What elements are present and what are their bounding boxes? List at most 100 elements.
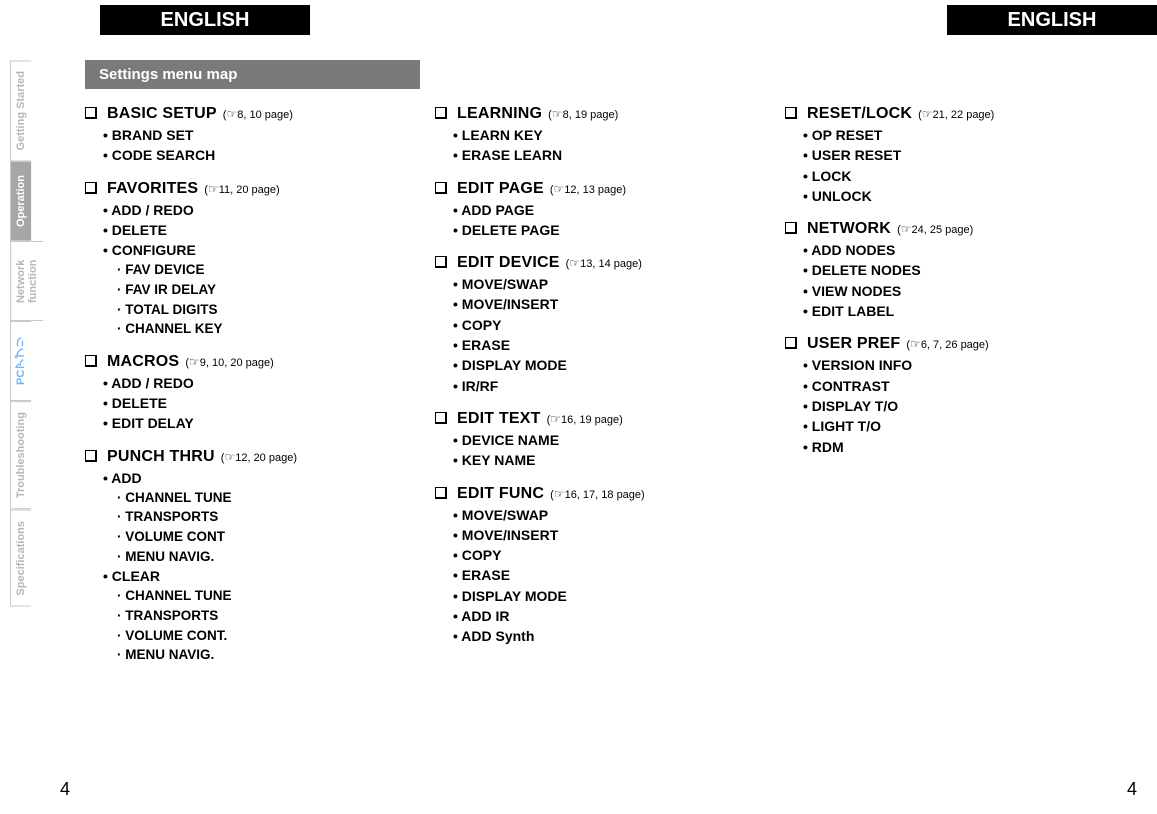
section-bullet-icon — [785, 222, 797, 234]
pointer-icon: ☞ — [569, 256, 580, 270]
section-heading: PUNCH THRU(☞12, 20 page) — [85, 448, 395, 466]
section-favorites: FAVORITES(☞11, 20 page)ADD / REDODELETEC… — [85, 180, 395, 339]
page-reference: (☞21, 22 page) — [918, 107, 994, 121]
header-language-right: ENGLISH — [947, 5, 1157, 35]
page-number-right: 4 — [1127, 779, 1137, 800]
page-reference: (☞24, 25 page) — [897, 222, 973, 236]
menu-item: USER RESET — [803, 145, 1095, 165]
section-heading: LEARNING(☞8, 19 page) — [435, 105, 745, 123]
section-title: FAVORITES — [107, 180, 198, 198]
section-edit-page: EDIT PAGE(☞12, 13 page) ADD PAGEDELETE PA… — [435, 180, 745, 241]
menu-item: ADD PAGE — [453, 200, 745, 220]
submenu-item: VOLUME CONT. — [117, 626, 395, 646]
menu-item: DELETE PAGE — [453, 220, 745, 240]
submenu-item: TRANSPORTS — [117, 507, 395, 527]
column-0: BASIC SETUP(☞8, 10 page)BRAND SETCODE SE… — [85, 105, 395, 679]
column-2: RESET/LOCK (☞21, 22 page) OP RESETUSER RES… — [785, 105, 1095, 679]
menu-item: ERASE — [453, 335, 745, 355]
item-list: MOVE/SWAPMOVE/INSERTCOPYERASEDISPLAY MOD… — [435, 274, 745, 396]
side-tab-0[interactable]: Getting Started — [10, 60, 31, 161]
pointer-icon: ☞ — [550, 412, 561, 426]
side-tab-2[interactable]: Network function — [10, 241, 43, 321]
section-title: LEARNING — [457, 105, 542, 123]
menu-item: COPY — [453, 545, 745, 565]
section-bullet-icon — [785, 337, 797, 349]
submenu-item: MENU NAVIG. — [117, 547, 395, 567]
page-title-bar: Settings menu map — [85, 60, 420, 89]
section-title: EDIT DEVICE — [457, 254, 560, 272]
section-bullet-icon — [435, 487, 447, 499]
pointer-icon: ☞ — [910, 337, 921, 351]
section-heading: EDIT PAGE(☞12, 13 page) — [435, 180, 745, 198]
section-title: RESET/LOCK — [807, 105, 912, 123]
section-basic-setup: BASIC SETUP(☞8, 10 page)BRAND SETCODE SE… — [85, 105, 395, 166]
menu-item: LOCK — [803, 166, 1095, 186]
pointer-icon: ☞ — [554, 182, 565, 196]
side-tab-5[interactable]: Specifications — [10, 510, 31, 607]
subitem-list: FAV DEVICEFAV IR DELAYTOTAL DIGITSCHANNE… — [103, 260, 395, 338]
menu-item: CONTRAST — [803, 376, 1095, 396]
item-list: VERSION INFOCONTRASTDISPLAY T/OLIGHT T/O… — [785, 355, 1095, 456]
section-heading: RESET/LOCK (☞21, 22 page) — [785, 105, 1095, 123]
pointer-icon: ☞ — [552, 107, 563, 121]
menu-item: IR/RF — [453, 376, 745, 396]
menu-item: OP RESET — [803, 125, 1095, 145]
section-bullet-icon — [435, 256, 447, 268]
menu-item: ADD NODES — [803, 240, 1095, 260]
item-list: OP RESETUSER RESETLOCKUNLOCK — [785, 125, 1095, 206]
section-user-pref: USER PREF(☞6, 7, 26 page) VERSION INFOCON… — [785, 335, 1095, 456]
side-tab-strip: Getting StartedOperationNetwork function… — [10, 60, 50, 606]
page-number-left: 4 — [60, 779, 70, 800]
menu-item: BRAND SET — [103, 125, 395, 145]
menu-item: ADD IR — [453, 606, 745, 626]
menu-item: DEVICE NAME — [453, 430, 745, 450]
menu-item: RDM — [803, 437, 1095, 457]
submenu-item: CHANNEL TUNE — [117, 586, 395, 606]
page-reference: (☞8, 10 page) — [223, 107, 293, 121]
section-bullet-icon — [85, 182, 97, 194]
section-title: NETWORK — [807, 220, 891, 238]
section-punch-thru: PUNCH THRU(☞12, 20 page) ADDCHANNEL TUNET… — [85, 448, 395, 665]
submenu-item: MENU NAVIG. — [117, 645, 395, 665]
menu-item: ADDCHANNEL TUNETRANSPORTSVOLUME CONTMENU… — [103, 468, 395, 567]
subitem-list: CHANNEL TUNETRANSPORTSVOLUME CONTMENU NA… — [103, 488, 395, 566]
menu-item: DELETE — [103, 393, 395, 413]
page-reference: (☞13, 14 page) — [566, 256, 642, 270]
header-language-left: ENGLISH — [100, 5, 310, 35]
item-list: ADD PAGEDELETE PAGE — [435, 200, 745, 241]
section-title: EDIT PAGE — [457, 180, 544, 198]
menu-item: ADD Synth — [453, 626, 745, 646]
section-heading: USER PREF(☞6, 7, 26 page) — [785, 335, 1095, 353]
section-bullet-icon — [435, 107, 447, 119]
menu-item: KEY NAME — [453, 450, 745, 470]
menu-item: MOVE/SWAP — [453, 505, 745, 525]
item-list: ADD NODESDELETE NODESVIEW NODESEDIT LABE… — [785, 240, 1095, 321]
menu-item: VIEW NODES — [803, 281, 1095, 301]
menu-item: DISPLAY T/O — [803, 396, 1095, 416]
pointer-icon: ☞ — [226, 107, 237, 121]
item-list: ADDCHANNEL TUNETRANSPORTSVOLUME CONTMENU… — [85, 468, 395, 665]
section-title: BASIC SETUP — [107, 105, 217, 123]
section-learning: LEARNING(☞8, 19 page)LEARN KEYERASE LEAR… — [435, 105, 745, 166]
section-bullet-icon — [85, 355, 97, 367]
menu-item: DELETE NODES — [803, 260, 1095, 280]
side-tab-4[interactable]: Troubleshooting — [10, 401, 31, 509]
section-heading: FAVORITES(☞11, 20 page) — [85, 180, 395, 198]
side-tab-1[interactable]: Operation — [10, 161, 31, 241]
item-list: MOVE/SWAPMOVE/INSERTCOPYERASEDISPLAY MOD… — [435, 505, 745, 647]
side-tab-3[interactable]: PCアプリ — [10, 321, 31, 401]
menu-item: ADD / REDO — [103, 373, 395, 393]
section-bullet-icon — [85, 450, 97, 462]
pointer-icon: ☞ — [922, 107, 933, 121]
submenu-item: TOTAL DIGITS — [117, 300, 395, 320]
pointer-icon: ☞ — [901, 222, 912, 236]
menu-item: DISPLAY MODE — [453, 586, 745, 606]
menu-item: MOVE/SWAP — [453, 274, 745, 294]
section-title: EDIT FUNC — [457, 485, 544, 503]
menu-item: EDIT LABEL — [803, 301, 1095, 321]
menu-item: LEARN KEY — [453, 125, 745, 145]
page-reference: (☞16, 17, 18 page) — [550, 487, 645, 501]
section-macros: MACROS(☞9, 10, 20 page)ADD / REDODELETEE… — [85, 353, 395, 434]
menu-item: COPY — [453, 315, 745, 335]
menu-item: EDIT DELAY — [103, 413, 395, 433]
